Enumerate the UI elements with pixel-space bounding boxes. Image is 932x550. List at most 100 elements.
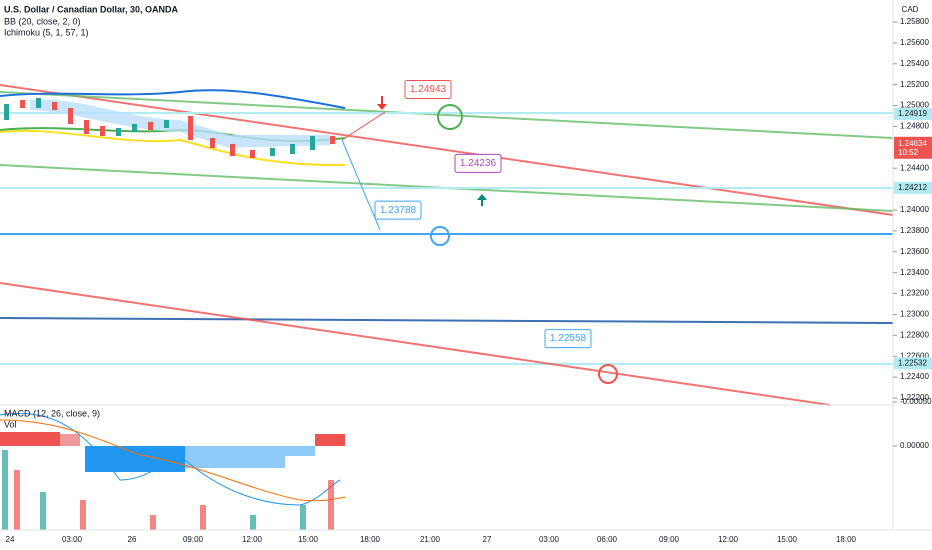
candle bbox=[148, 122, 153, 130]
candle bbox=[68, 108, 73, 124]
drawings bbox=[0, 84, 894, 406]
time-label: 12:00 bbox=[718, 535, 739, 544]
candle bbox=[290, 144, 295, 154]
callout bbox=[454, 153, 502, 173]
candle bbox=[52, 102, 57, 110]
time-label: 03:00 bbox=[62, 535, 83, 544]
indicator: Vol bbox=[4, 419, 17, 429]
volume-bar bbox=[80, 500, 86, 530]
indicator: Ichimoku (5, 1, 57, 1) bbox=[4, 27, 89, 37]
bb-lower bbox=[0, 129, 346, 167]
icon bbox=[430, 226, 450, 246]
time-label: 18:00 bbox=[836, 535, 857, 544]
price-tick-label: 1.25800 bbox=[900, 17, 929, 26]
time-label: 24 bbox=[6, 535, 15, 544]
indicator: BB (20, close, 2, 0) bbox=[4, 16, 81, 26]
volume bbox=[2, 450, 334, 530]
price-tick-label: 1.22600 bbox=[900, 351, 929, 360]
price-tick-label: 1.25200 bbox=[900, 80, 929, 89]
signal-line bbox=[0, 419, 346, 502]
trend-line bbox=[0, 84, 894, 216]
icon bbox=[437, 104, 463, 130]
candle bbox=[20, 100, 25, 108]
callout-text: 1.23788 bbox=[380, 205, 417, 216]
time-label: 09:00 bbox=[183, 535, 204, 544]
callout bbox=[404, 80, 452, 100]
candle bbox=[36, 98, 41, 108]
icon bbox=[377, 96, 387, 110]
volume-bar bbox=[40, 492, 46, 530]
price-label: 1.24919 bbox=[898, 109, 927, 118]
volume-bar bbox=[14, 470, 20, 530]
volume-bar bbox=[150, 515, 156, 530]
callout-text: 1.24943 bbox=[410, 84, 447, 95]
price-tick-label: 1.22800 bbox=[900, 330, 929, 339]
candle bbox=[100, 126, 105, 136]
macd-tick-label: 0.00000 bbox=[900, 441, 929, 450]
callout bbox=[374, 200, 422, 220]
volume-bar bbox=[250, 515, 256, 530]
price-tick-label: 1.23600 bbox=[900, 247, 929, 256]
time-label: 27 bbox=[483, 535, 492, 544]
price-tick-label: 1.22200 bbox=[900, 393, 929, 402]
price-label: 1.22532 bbox=[898, 358, 927, 367]
histogram bbox=[315, 434, 345, 446]
price-tick-label: 1.23200 bbox=[900, 289, 929, 298]
volume-bar bbox=[200, 505, 206, 530]
time-label: 06:00 bbox=[597, 535, 618, 544]
time-label: 12:00 bbox=[242, 535, 263, 544]
cloud bbox=[30, 99, 330, 148]
macd-line bbox=[0, 412, 341, 506]
histogram bbox=[60, 434, 80, 446]
candle bbox=[188, 116, 193, 140]
callout bbox=[544, 329, 592, 349]
histogram bbox=[85, 446, 185, 472]
macd-tick-label: -0.00050 bbox=[900, 397, 932, 406]
price-tick-label: 1.23800 bbox=[900, 226, 929, 235]
callout-text: 1.22558 bbox=[550, 333, 587, 344]
price-tick-label: 1.24000 bbox=[900, 205, 929, 214]
candle bbox=[330, 136, 335, 144]
candle bbox=[310, 136, 315, 150]
arrow bbox=[341, 111, 386, 141]
volume-bar bbox=[328, 480, 334, 530]
symbol: U.S. Dollar / Canadian Dollar, 30, OANDA bbox=[4, 4, 179, 14]
price-label: 1.24212 bbox=[898, 183, 927, 192]
indicator: MACD (12, 26, close, 9) bbox=[4, 408, 100, 418]
macd-histogram bbox=[0, 432, 345, 472]
time-label: 15:00 bbox=[298, 535, 319, 544]
bb-upper bbox=[0, 89, 346, 109]
candle bbox=[4, 104, 9, 120]
countdown: 10:52 bbox=[898, 148, 919, 157]
price-tick-label: 1.23000 bbox=[900, 310, 929, 319]
currency: CAD bbox=[902, 5, 919, 14]
current-price-bg bbox=[894, 136, 932, 159]
candle bbox=[210, 138, 215, 148]
candle bbox=[84, 120, 89, 134]
price-tick-label: 1.25600 bbox=[900, 38, 929, 47]
time-label: 26 bbox=[128, 535, 137, 544]
price-label-bg bbox=[894, 181, 932, 194]
price-tick-label: 1.25400 bbox=[900, 59, 929, 68]
volume-bar bbox=[2, 450, 8, 530]
candle bbox=[270, 148, 275, 156]
price-tick-label: 1.23400 bbox=[900, 268, 929, 277]
candle bbox=[132, 124, 137, 132]
histogram bbox=[185, 446, 285, 468]
trend-line bbox=[0, 91, 894, 139]
price-label-bg bbox=[894, 357, 932, 370]
trend-line bbox=[0, 317, 894, 324]
current-price: 1.24634 bbox=[898, 139, 927, 148]
histogram bbox=[285, 446, 315, 456]
icon bbox=[477, 194, 487, 206]
candle bbox=[116, 128, 121, 136]
trend-line bbox=[0, 282, 831, 406]
histogram bbox=[0, 432, 60, 446]
price-tick-label: 1.24400 bbox=[900, 163, 929, 172]
volume-bar bbox=[300, 505, 306, 530]
price-tick-label: 1.25000 bbox=[900, 101, 929, 110]
price-tick-label: 1.22400 bbox=[900, 372, 929, 381]
callout-text: 1.24236 bbox=[460, 158, 497, 169]
time-label: 21:00 bbox=[420, 535, 441, 544]
